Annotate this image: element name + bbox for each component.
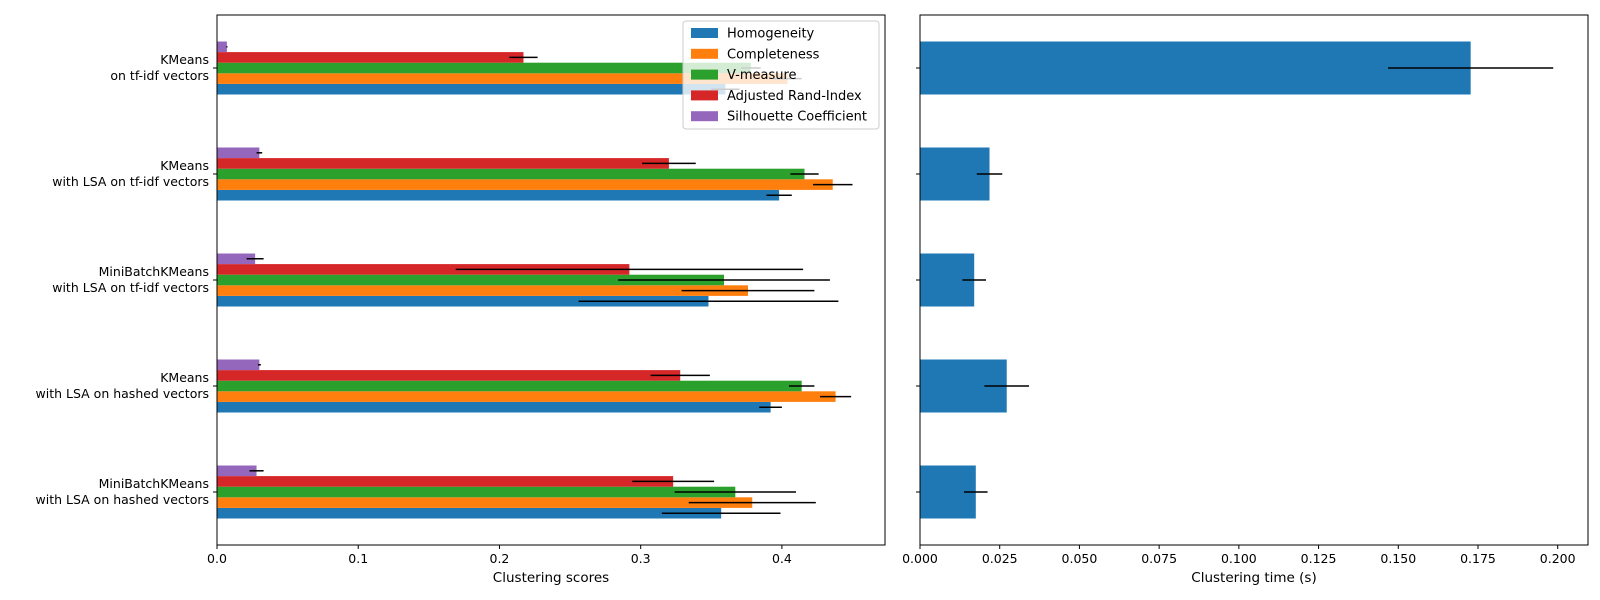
x-tick-label: 0.050 [1062,551,1098,566]
x-tick-label: 0.2 [490,551,510,566]
bar-homogeneity-2 [217,189,780,201]
x-axis-title: Clustering time (s) [1191,570,1316,586]
axes-frame [216,14,886,546]
y-tick-label: KMeans on tf-idf vectors [110,52,209,83]
legend-label-silhouette-coefficient: Silhouette Coefficient [727,110,867,125]
bar-silhouette-coefficient-2 [217,147,260,159]
bar-homogeneity-1 [217,83,726,95]
y-tick-label-line: with LSA on tf-idf vectors [52,280,209,295]
bar-homogeneity-5 [217,507,722,519]
y-tick-label-line: KMeans [160,370,209,385]
x-tick-label: 0.000 [902,551,938,566]
bar-homogeneity-4 [217,401,771,413]
bar-completeness-1 [217,73,788,84]
axes-frame [919,14,1589,546]
bar-v-measure-4 [217,380,802,392]
legend-label-v-measure: V-measure [727,68,797,83]
x-tick-label: 0.075 [1141,551,1177,566]
bar-adjusted-rand-index-2 [217,158,669,169]
bar-adjusted-rand-index-5 [217,476,674,487]
bar-v-measure-1 [217,62,751,74]
bar-adjusted-rand-index-3 [217,264,630,275]
bar-silhouette-coefficient-5 [217,465,257,477]
x-tick-label: 0.200 [1540,551,1576,566]
x-axis-title: Clustering scores [493,570,609,586]
legend-label-completeness: Completeness [727,47,820,62]
x-tick-label: 0.4 [772,551,792,566]
legend-box [682,20,880,130]
legend-swatch-adjusted-rand-index [691,90,718,101]
legend-label-adjusted-rand-index: Adjusted Rand-Index [727,89,862,104]
bar-adjusted-rand-index-4 [217,370,681,381]
y-tick-label: KMeans with LSA on tf-idf vectors [52,158,209,189]
bar-silhouette-coefficient-1 [217,41,227,53]
legend-swatch-silhouette-coefficient [691,111,718,122]
bar-silhouette-coefficient-3 [217,253,256,265]
bar-time-1 [920,41,1471,95]
y-tick-label-line: on tf-idf vectors [110,68,209,83]
bar-v-measure-5 [217,486,736,498]
bar-completeness-4 [217,391,836,402]
bar-completeness-5 [217,497,753,508]
y-tick-label-line: KMeans [160,158,209,173]
x-tick-label: 0.1 [348,551,368,566]
y-tick-label-line: KMeans [160,52,209,67]
x-tick-label: 0.025 [982,551,1018,566]
x-tick-label: 0.150 [1380,551,1416,566]
y-tick-label-line: with LSA on hashed vectors [36,386,209,401]
legend-swatch-completeness [691,48,718,59]
y-tick-label-line: with LSA on tf-idf vectors [52,174,209,189]
y-tick-label-line: MiniBatchKMeans [99,264,209,279]
y-tick-label-line: MiniBatchKMeans [99,476,209,491]
bar-completeness-2 [217,179,833,190]
bar-v-measure-2 [217,168,805,180]
bar-silhouette-coefficient-4 [217,359,260,371]
y-tick-label: KMeans with LSA on hashed vectors [36,370,209,401]
y-tick-label-line: with LSA on hashed vectors [36,492,209,507]
legend-label-homogeneity: Homogeneity [727,27,815,42]
bar-v-measure-3 [217,274,725,286]
x-tick-label: 0.0 [207,551,227,566]
bar-completeness-3 [217,285,749,296]
y-tick-label: MiniBatchKMeans with LSA on hashed vector… [36,476,209,507]
legend: Homogeneity Completeness V-measure Adjusted… [682,20,880,130]
clustering-time-chart: 0.000 0.025 0.050 0.075 0.100 0.125 0.150 0.175… [902,14,1589,586]
legend-swatch-v-measure [691,69,718,80]
legend-swatch-homogeneity [691,28,718,38]
bar-homogeneity-3 [217,295,709,307]
x-tick-label: 0.3 [631,551,651,566]
x-tick-label: 0.100 [1221,551,1257,566]
bar-adjusted-rand-index-1 [217,52,524,63]
y-tick-label: MiniBatchKMeans with LSA on tf-idf vector… [52,264,209,295]
x-tick-label: 0.175 [1460,551,1496,566]
x-tick-label: 0.125 [1301,551,1337,566]
